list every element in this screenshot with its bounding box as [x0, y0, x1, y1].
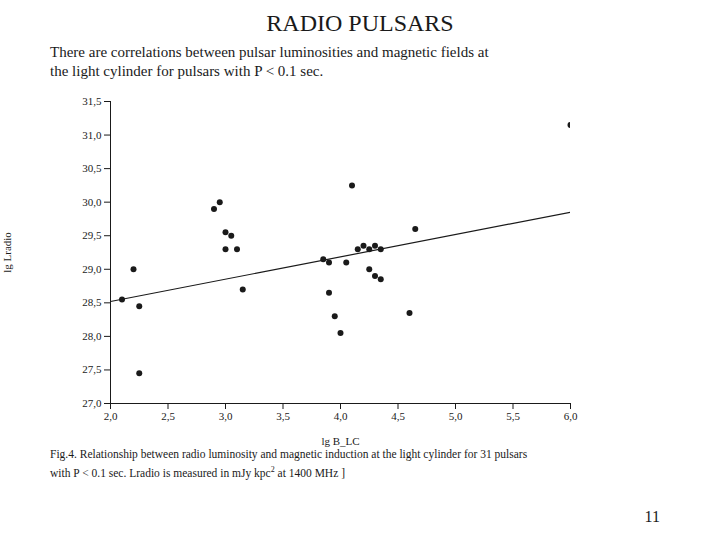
svg-text:27,0: 27,0 [82, 397, 102, 409]
svg-text:31,0: 31,0 [82, 129, 102, 141]
html-text:with P < 0.1 sec. Lradio is me: with P < 0.1 sec. Lradio is measured in … [50, 465, 345, 479]
svg-text:5,5: 5,5 [506, 410, 520, 422]
html-text:RADIO PULSARS: RADIO PULSARS [266, 10, 454, 36]
svg-text:30,5: 30,5 [82, 162, 102, 174]
svg-text:4,0: 4,0 [334, 410, 348, 422]
svg-text:29,0: 29,0 [82, 263, 102, 275]
svg-text:6,0: 6,0 [564, 410, 578, 422]
svg-text:2,5: 2,5 [161, 410, 175, 422]
svg-text:27,5: 27,5 [82, 363, 102, 375]
svg-text:lg B_LC: lg B_LC [321, 435, 359, 447]
html-text:the light cylinder for pulsars: the light cylinder for pulsars with P < … [50, 63, 324, 79]
svg-text:30,0: 30,0 [82, 196, 102, 208]
svg-text:2,0: 2,0 [104, 410, 118, 422]
svg-text:lg Lradio: lg Lradio [1, 232, 13, 273]
svg-text:31,5: 31,5 [82, 95, 102, 107]
svg-text:28,0: 28,0 [82, 330, 102, 342]
html-text:Fig.4. Relationship between ra: Fig.4. Relationship between radio lumino… [50, 448, 528, 460]
html-text:There are correlations between: There are correlations between pulsar lu… [50, 44, 489, 60]
svg-text:5,0: 5,0 [449, 410, 463, 422]
html-text:11: 11 [644, 508, 660, 525]
svg-text:3,5: 3,5 [276, 410, 290, 422]
svg-text:29,5: 29,5 [82, 229, 102, 241]
svg-text:4,5: 4,5 [391, 410, 405, 422]
svg-text:3,0: 3,0 [219, 410, 233, 422]
svg-text:28,5: 28,5 [82, 296, 102, 308]
